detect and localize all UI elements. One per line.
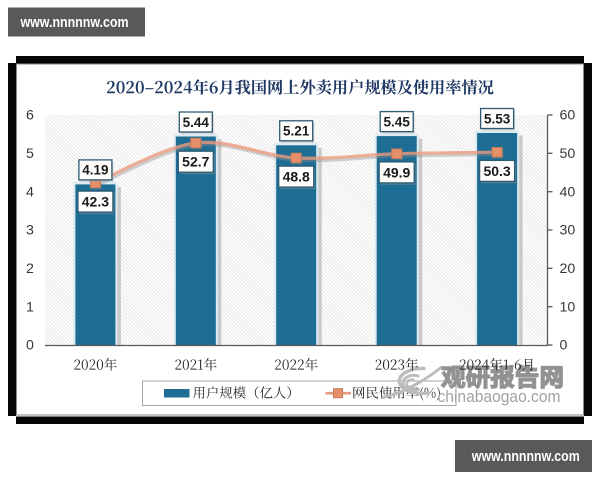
svg-text:www.nnnnnw.com: www.nnnnnw.com: [471, 449, 580, 465]
svg-text:60: 60: [560, 108, 576, 124]
svg-text:chinabaogao.com: chinabaogao.com: [438, 387, 561, 406]
svg-text:42.3: 42.3: [82, 194, 109, 210]
svg-text:5: 5: [26, 146, 34, 162]
svg-text:50: 50: [560, 146, 576, 162]
svg-text:3: 3: [26, 223, 34, 239]
svg-text:20: 20: [560, 261, 576, 277]
svg-text:0: 0: [560, 338, 568, 354]
svg-text:2: 2: [26, 261, 34, 277]
svg-text:5.53: 5.53: [484, 111, 511, 126]
svg-text:6: 6: [26, 108, 34, 124]
svg-text:30: 30: [560, 223, 576, 239]
svg-text:4: 4: [26, 184, 34, 200]
svg-text:10: 10: [560, 299, 576, 315]
svg-text:www.nnnnnw.com: www.nnnnnw.com: [20, 15, 129, 31]
svg-text:4.19: 4.19: [82, 163, 108, 178]
svg-text:49.9: 49.9: [383, 164, 410, 180]
svg-text:5.45: 5.45: [384, 114, 411, 129]
svg-text:40: 40: [560, 184, 576, 200]
svg-text:5.21: 5.21: [283, 124, 310, 139]
svg-text:50.3: 50.3: [483, 163, 510, 179]
svg-text:5.44: 5.44: [183, 115, 210, 130]
svg-text:52.7: 52.7: [182, 154, 209, 170]
svg-text:1: 1: [26, 299, 34, 315]
svg-text:48.8: 48.8: [283, 169, 310, 185]
svg-text:0: 0: [26, 338, 34, 354]
